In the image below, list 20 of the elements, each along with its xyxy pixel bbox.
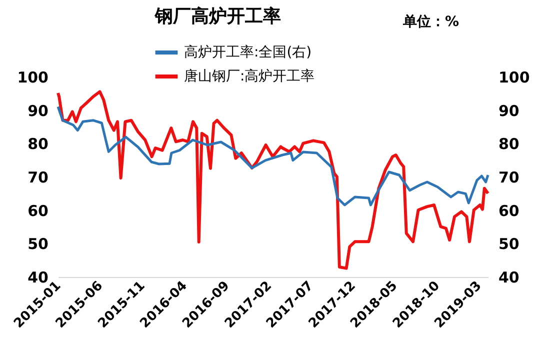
y-tick-label: 90 [28,102,48,120]
y2-tick-label: 80 [498,135,520,154]
y-tick-label: 70 [28,168,48,186]
legend-label: 唐山钢厂:高炉开工率 [184,68,315,84]
y-tick-label: 40 [28,268,48,286]
y2-tick-label: 50 [498,235,520,254]
y-tick-label: 60 [28,202,48,220]
y2-tick-label: 70 [498,168,520,186]
line-series [56,90,490,270]
text: 单位：% [402,14,460,30]
y2-tick-label: 90 [498,102,520,120]
y2-tick-label: 40 [498,268,520,286]
y2-tick-label: 60 [498,202,520,220]
line-series [56,105,490,206]
chart-title: 钢厂高炉开工率 [154,6,281,27]
legend-label: 高炉开工率:全国(右) [184,44,312,60]
y-tick-label: 100 [17,68,48,86]
y2-tick-label: 100 [498,68,530,86]
y-tick-label: 80 [28,135,48,154]
y-tick-label: 50 [28,235,48,254]
